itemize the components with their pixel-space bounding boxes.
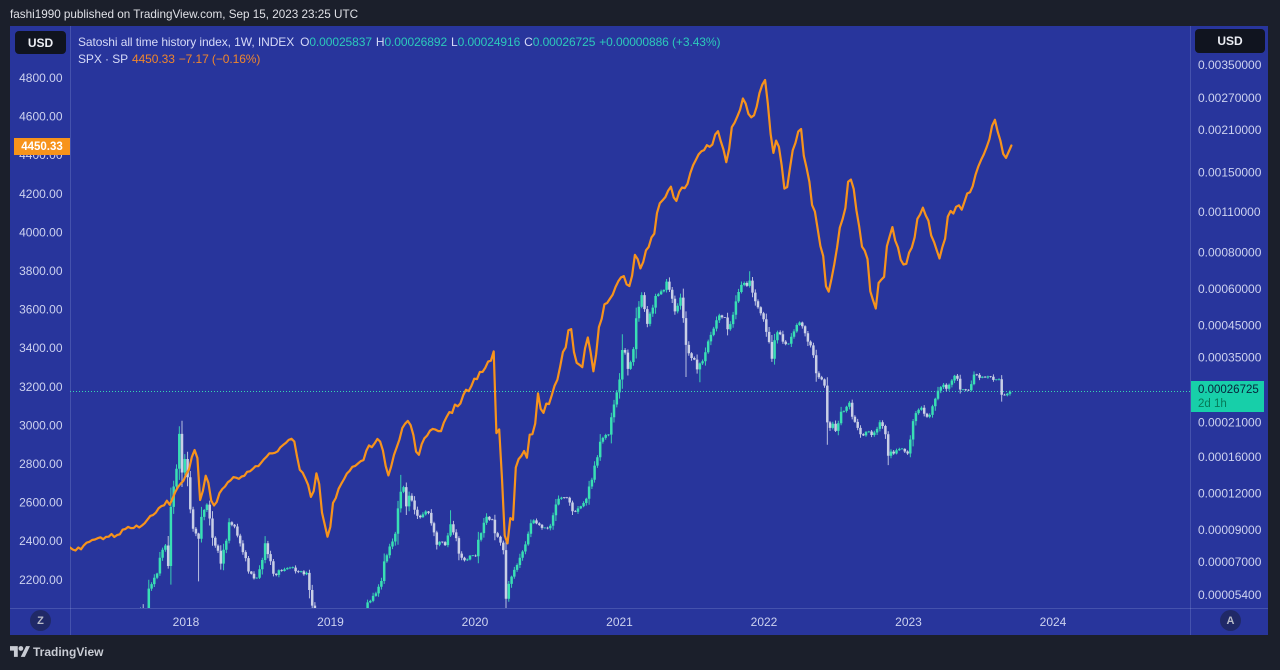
svg-text:0.00009000: 0.00009000 [1198, 523, 1262, 537]
svg-text:2018: 2018 [173, 615, 200, 629]
svg-text:4000.00: 4000.00 [19, 225, 63, 239]
svg-text:0.00150000: 0.00150000 [1198, 166, 1262, 180]
svg-text:0.00016000: 0.00016000 [1198, 450, 1262, 464]
svg-text:2400.00: 2400.00 [19, 534, 63, 548]
svg-text:0.00210000: 0.00210000 [1198, 123, 1262, 137]
svg-text:4200.00: 4200.00 [19, 187, 63, 201]
svg-text:0.00007000: 0.00007000 [1198, 555, 1262, 569]
svg-text:0.00080000: 0.00080000 [1198, 245, 1262, 259]
svg-text:2023: 2023 [895, 615, 922, 629]
svg-text:2024: 2024 [1040, 615, 1067, 629]
svg-text:3200.00: 3200.00 [19, 380, 63, 394]
svg-text:3400.00: 3400.00 [19, 341, 63, 355]
svg-text:2019: 2019 [317, 615, 344, 629]
svg-text:3000.00: 3000.00 [19, 418, 63, 432]
svg-text:3600.00: 3600.00 [19, 303, 63, 317]
svg-text:0.00270000: 0.00270000 [1198, 91, 1262, 105]
svg-text:0.00035000: 0.00035000 [1198, 350, 1262, 364]
svg-text:0.00005400: 0.00005400 [1198, 588, 1262, 602]
svg-text:0.00045000: 0.00045000 [1198, 319, 1262, 333]
svg-text:0.00012000: 0.00012000 [1198, 486, 1262, 500]
svg-text:4800.00: 4800.00 [19, 71, 63, 85]
svg-text:0.00350000: 0.00350000 [1198, 58, 1262, 72]
svg-text:0.00110000: 0.00110000 [1198, 205, 1261, 219]
svg-text:0.00021000: 0.00021000 [1198, 415, 1262, 429]
svg-text:0.00060000: 0.00060000 [1198, 282, 1262, 296]
svg-text:4600.00: 4600.00 [19, 110, 63, 124]
svg-text:2600.00: 2600.00 [19, 496, 63, 510]
svg-text:2021: 2021 [606, 615, 633, 629]
svg-text:2022: 2022 [751, 615, 778, 629]
svg-text:2020: 2020 [462, 615, 489, 629]
svg-text:2800.00: 2800.00 [19, 457, 63, 471]
svg-text:2200.00: 2200.00 [19, 573, 63, 587]
svg-text:3800.00: 3800.00 [19, 264, 63, 278]
